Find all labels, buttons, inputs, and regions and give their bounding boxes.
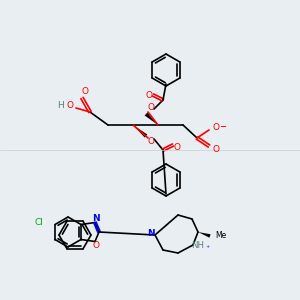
- Polygon shape: [198, 232, 211, 238]
- Text: N: N: [147, 229, 155, 238]
- Text: −: −: [220, 122, 226, 131]
- Text: N: N: [92, 214, 100, 223]
- Text: H: H: [58, 101, 64, 110]
- Text: O: O: [67, 101, 73, 110]
- Text: Cl: Cl: [34, 218, 43, 227]
- Text: O: O: [212, 122, 220, 131]
- Text: Me: Me: [215, 232, 226, 241]
- Text: O: O: [146, 92, 152, 100]
- Text: O: O: [212, 145, 220, 154]
- Text: O: O: [173, 142, 181, 152]
- Polygon shape: [133, 125, 147, 137]
- Text: O: O: [148, 136, 154, 146]
- Polygon shape: [145, 112, 158, 125]
- Text: O: O: [148, 103, 154, 112]
- Text: O: O: [92, 241, 100, 250]
- Text: O: O: [82, 88, 88, 97]
- Text: ⁺: ⁺: [205, 244, 209, 253]
- Text: NH: NH: [191, 241, 205, 250]
